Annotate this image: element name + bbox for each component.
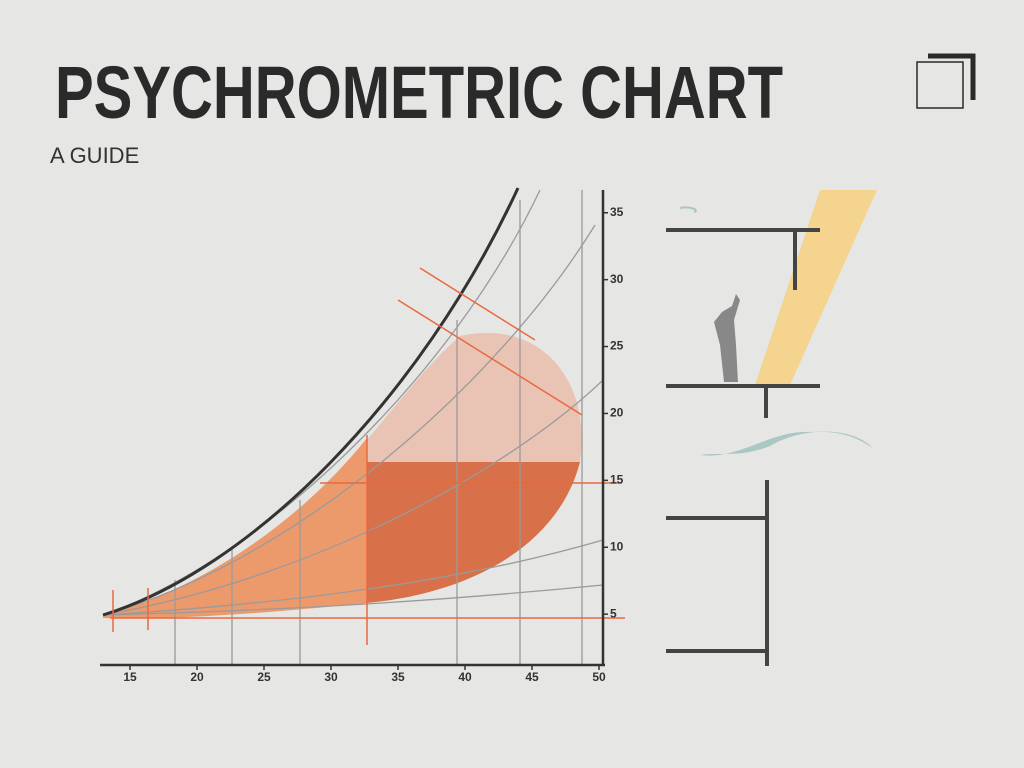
x-tick-label: 25 [257, 670, 271, 684]
title: PSYCHROMETRIC CHART [55, 51, 783, 134]
chart-areas [103, 332, 582, 619]
y-tick-label: 25 [610, 339, 624, 353]
logo [916, 53, 976, 109]
y-tick-label: 10 [610, 539, 624, 553]
ticks: 15 20 25 30 35 40 45 50 5 10 15 20 25 30 35 [123, 205, 623, 684]
x-tick-label: 20 [190, 670, 204, 684]
y-tick-label: 5 [610, 606, 617, 620]
y-tick-label: 20 [610, 406, 624, 420]
y-tick-label: 35 [610, 205, 624, 219]
x-tick-label: 50 [592, 670, 606, 684]
section-drawing [666, 190, 877, 666]
grid-lines [102, 189, 604, 665]
x-tick-label: 30 [324, 670, 338, 684]
x-tick-label: 15 [123, 670, 137, 684]
x-tick-label: 45 [525, 670, 539, 684]
subtitle: A GUIDE [50, 143, 139, 168]
y-tick-label: 30 [610, 272, 624, 286]
x-tick-label: 35 [391, 670, 405, 684]
y-tick-label: 15 [610, 473, 624, 487]
x-tick-label: 40 [458, 670, 472, 684]
saturation-curve [102, 187, 520, 617]
orange-lines [110, 267, 625, 645]
axes [100, 190, 605, 667]
